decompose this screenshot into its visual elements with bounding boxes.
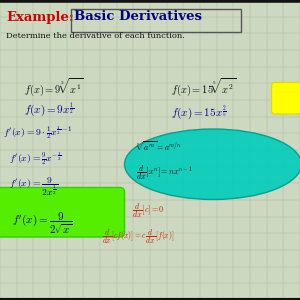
Text: $f(x) = 15\sqrt[5]{x^2}$: $f(x) = 15\sqrt[5]{x^2}$ — [171, 76, 236, 98]
Ellipse shape — [124, 129, 300, 200]
Text: $\mathit{f}(x) = 9x^{\frac{1}{2}}$: $\mathit{f}(x) = 9x^{\frac{1}{2}}$ — [24, 100, 74, 120]
Text: $\mathit{f}'(x) = \dfrac{9}{2\sqrt{x}}$: $\mathit{f}'(x) = \dfrac{9}{2\sqrt{x}}$ — [12, 211, 72, 236]
Text: $\mathit{f}'(x) = 9 \cdot \frac{1}{2} x^{\frac{1}{2}-1}$: $\mathit{f}'(x) = 9 \cdot \frac{1}{2} x^… — [3, 124, 73, 141]
Text: $\dfrac{d}{dx}[c] = 0$: $\dfrac{d}{dx}[c] = 0$ — [132, 201, 165, 220]
FancyBboxPatch shape — [272, 82, 300, 114]
Text: $\mathit{f}'(x) = \frac{9}{2} x^{-\frac{1}{2}}$: $\mathit{f}'(x) = \frac{9}{2} x^{-\frac{… — [9, 150, 62, 167]
Text: Determine the derivative of each function.: Determine the derivative of each functio… — [6, 32, 185, 40]
FancyBboxPatch shape — [0, 188, 124, 237]
Text: $\mathit{f}'(x) = \dfrac{9}{2x^{\frac{1}{2}}}$: $\mathit{f}'(x) = \dfrac{9}{2x^{\frac{1}… — [9, 176, 58, 198]
Text: $f(x) = 9\sqrt[2]{x^1}$: $f(x) = 9\sqrt[2]{x^1}$ — [24, 76, 84, 98]
Text: Basic Derivatives: Basic Derivatives — [74, 11, 202, 23]
Text: $\sqrt[n]{a^m} = a^{m/n}$: $\sqrt[n]{a^m} = a^{m/n}$ — [136, 140, 182, 153]
Text: Example:: Example: — [6, 11, 74, 23]
Text: $\dfrac{d}{dx}[cf(x)] = c\,\dfrac{d}{dx}[f(x)]$: $\dfrac{d}{dx}[cf(x)] = c\,\dfrac{d}{dx}… — [102, 228, 174, 246]
Text: $\dfrac{d}{dx}[x^n] = nx^{n-1}$: $\dfrac{d}{dx}[x^n] = nx^{n-1}$ — [136, 164, 193, 182]
Text: $\mathit{f}(x) = 15x^{\frac{2}{5}}$: $\mathit{f}(x) = 15x^{\frac{2}{5}}$ — [171, 103, 227, 123]
